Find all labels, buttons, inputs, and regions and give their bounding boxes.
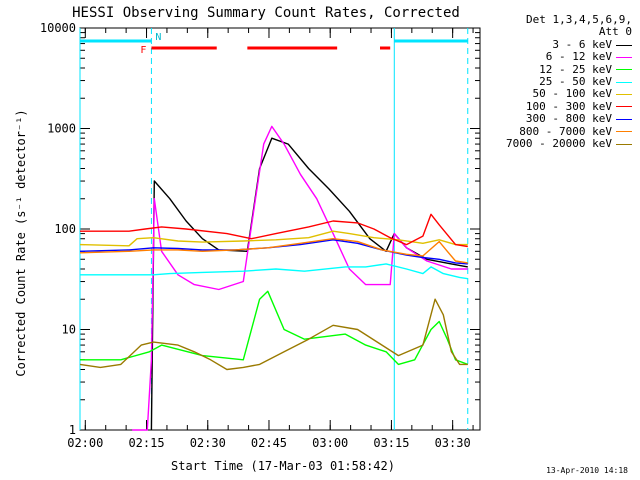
chart-title: HESSI Observing Summary Count Rates, Cor… [72, 5, 460, 21]
series-line-4 [79, 230, 468, 247]
y-tick-label: 1 [69, 423, 76, 437]
night-mode-label: N [155, 32, 161, 43]
y-tick-label: 100 [54, 222, 76, 236]
flare-mode-label: F [140, 45, 146, 56]
plot-area: 1 10 100 1000 10000 02:00 02:15 02:30 02:45 03:00… [40, 21, 481, 450]
series-line-6 [79, 239, 468, 265]
series-line-7 [79, 238, 468, 264]
legend-swatch [616, 131, 632, 133]
series-line-1 [132, 125, 468, 431]
legend-entry: 3 - 6 keV [484, 37, 632, 51]
legend-entry-label: 300 - 800 keV [525, 112, 612, 126]
series-line-3 [80, 263, 468, 280]
legend-swatch [616, 44, 632, 46]
legend-entry: 25 - 50 keV [484, 74, 632, 88]
x-tick-label: 03:30 [435, 436, 471, 450]
legend-entry: 300 - 800 keV [484, 112, 632, 126]
legend-header-line-2: Att 0 [598, 25, 632, 39]
legend-swatch [616, 94, 632, 96]
legend-entry: 6 - 12 keV [484, 50, 632, 64]
legend-entry-label: 7000 - 20000 keV [506, 136, 612, 150]
series-line-2 [80, 290, 469, 366]
legend-entry: 800 - 7000 keV [484, 124, 632, 138]
legend-swatch [616, 106, 632, 108]
x-tick-label: 02:00 [67, 436, 103, 450]
series-line-5 [80, 213, 468, 248]
legend-entry: 100 - 300 keV [484, 99, 632, 113]
legend-header-line-1: Det 1,3,4,5,6,9, [526, 13, 632, 26]
x-tick-label: 03:00 [312, 436, 348, 450]
y-tick-label: 10000 [40, 21, 76, 35]
legend-entry-label: 6 - 12 keV [545, 50, 612, 64]
x-tick-label: 02:30 [190, 436, 226, 450]
legend-swatch [616, 143, 632, 145]
x-tick-label: 03:15 [373, 436, 409, 450]
legend-swatch [616, 118, 632, 120]
y-tick-label: 1000 [47, 122, 76, 136]
y-axis-label: Corrected Count Rate (s⁻¹ detector⁻¹) [14, 109, 28, 376]
legend-entry-label: 25 - 50 keV [539, 74, 612, 88]
x-axis-label: Start Time (17-Mar-03 01:58:42) [171, 459, 395, 473]
y-tick-label: 10 [62, 323, 76, 337]
legend-entry: 12 - 25 keV [484, 62, 632, 76]
x-tick-label: 02:15 [128, 436, 164, 450]
legend-entry-label: 50 - 100 keV [532, 87, 612, 101]
legend-entry: 50 - 100 keV [484, 87, 632, 101]
legend-entry: 7000 - 20000 keV [484, 136, 632, 150]
legend: Det 1,3,4,5,6,9, Att 0 3 - 6 keV 6 - 12 k… [484, 13, 632, 150]
legend-entry-label: 12 - 25 keV [539, 62, 612, 76]
legend-entry-label: 3 - 6 keV [552, 37, 612, 51]
series-line-8 [79, 298, 468, 371]
legend-entry-label: 800 - 7000 keV [519, 124, 612, 138]
legend-swatch [616, 69, 632, 71]
legend-swatch [616, 81, 632, 83]
date-stamp: 13-Apr-2010 14:18 [546, 466, 628, 475]
series-line-0 [150, 137, 468, 431]
plot-frame [79, 27, 481, 431]
legend-swatch [616, 56, 632, 58]
legend-entry-label: 100 - 300 keV [525, 99, 612, 113]
x-tick-label: 02:45 [251, 436, 287, 450]
